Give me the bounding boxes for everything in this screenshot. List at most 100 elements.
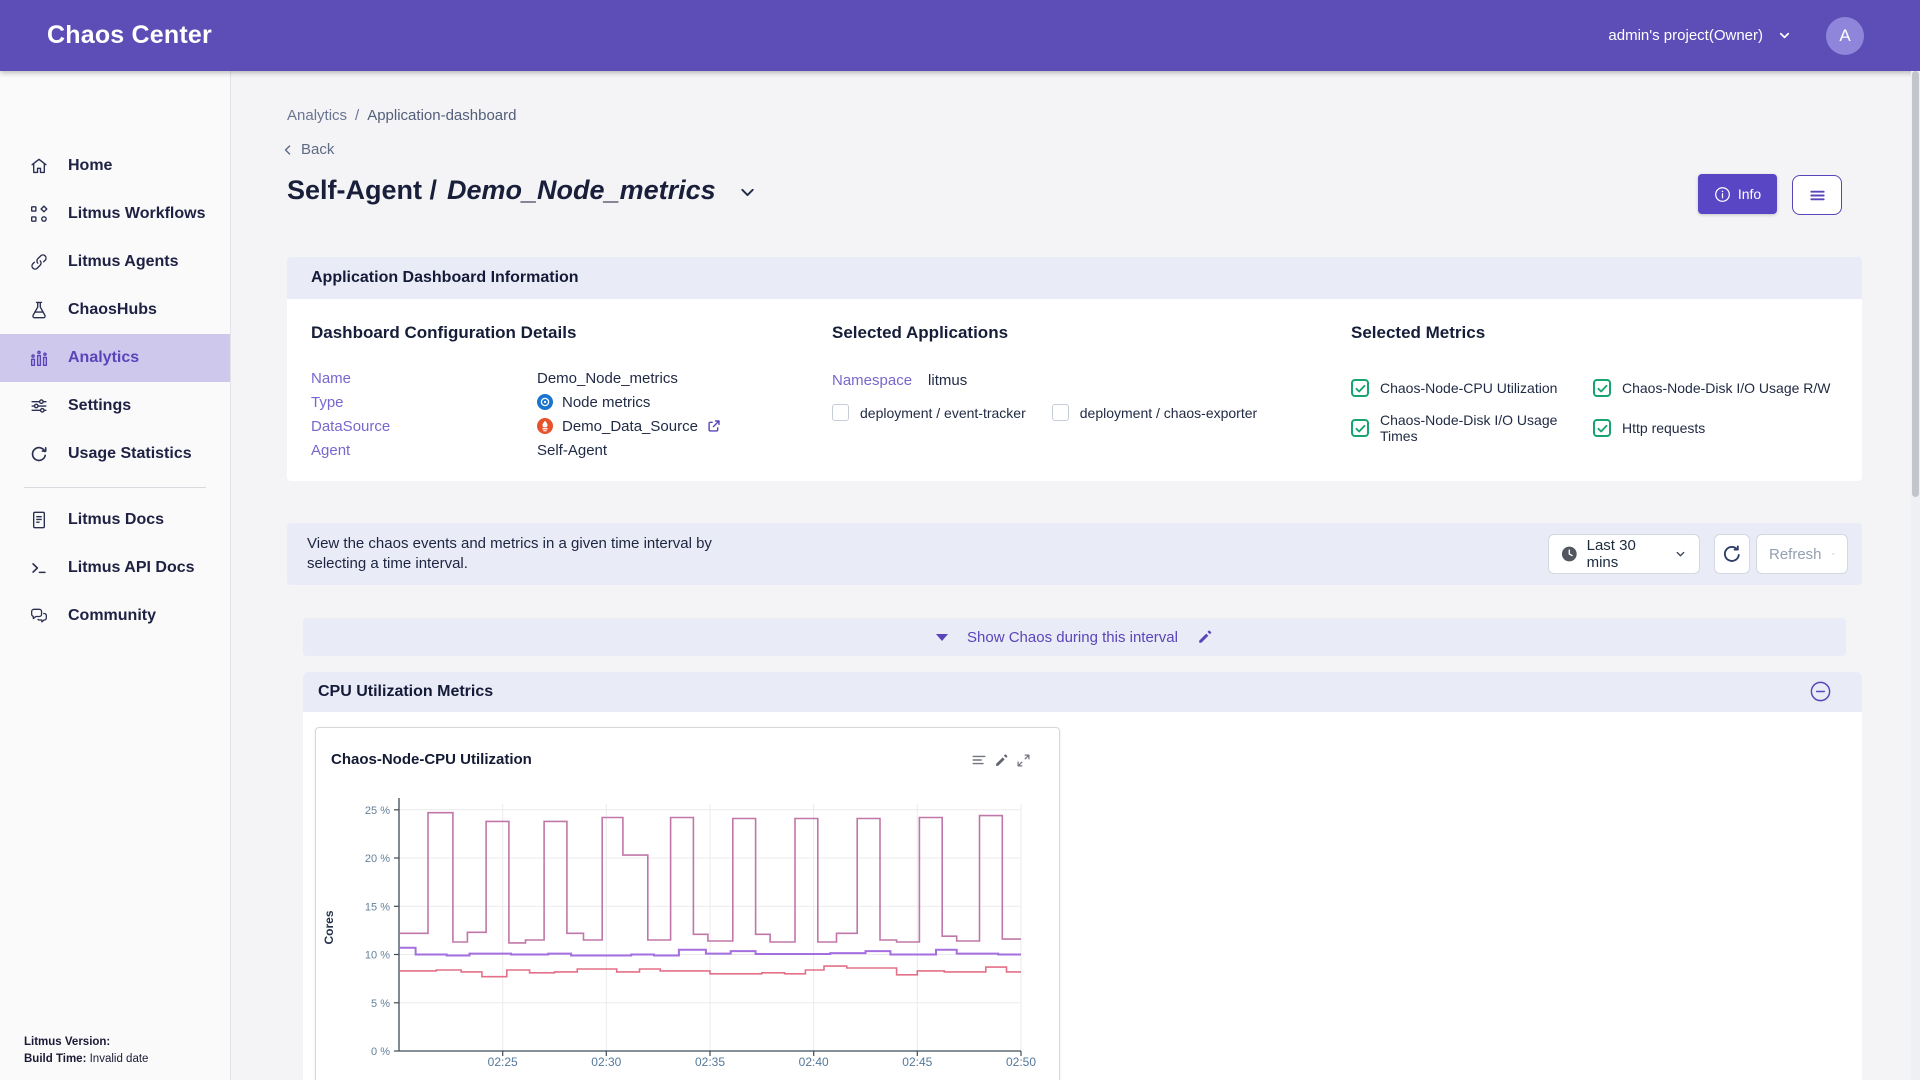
configuration-details-column: Dashboard Configuration Details NameDemo… — [311, 299, 721, 462]
dashboard-info-panel-header: Application Dashboard Information — [287, 257, 1862, 299]
checkbox-item-chaos-node-disk-i-o-usage-r-w[interactable]: Chaos-Node-Disk I/O Usage R/W — [1593, 379, 1831, 397]
checked-checkbox-icon[interactable] — [1351, 379, 1369, 397]
config-row-datasource: DataSource Demo_Data_Source — [311, 414, 721, 438]
scrollbar-thumb[interactable] — [1912, 71, 1919, 497]
checked-checkbox-icon[interactable] — [1593, 419, 1611, 437]
breadcrumb-item-analytics[interactable]: Analytics — [287, 107, 347, 124]
page-title-dashboard: Demo_Node_metrics — [447, 175, 716, 206]
sidebar-item-usage-statistics[interactable]: Usage Statistics — [0, 430, 230, 478]
config-value-text: Self-Agent — [537, 442, 607, 459]
refresh-select[interactable]: Refresh — [1756, 534, 1848, 574]
svg-text:02:45: 02:45 — [902, 1055, 932, 1069]
collapse-section-icon[interactable] — [1809, 680, 1832, 703]
time-range-value: Last 30 mins — [1587, 537, 1665, 571]
sidebar-item-community[interactable]: Community — [0, 592, 230, 640]
checkbox-item-deployment-event-tracker[interactable]: deployment / event-tracker — [832, 404, 1026, 421]
sidebar-item-settings[interactable]: Settings — [0, 382, 230, 430]
checkbox-item-deployment-chaos-exporter[interactable]: deployment / chaos-exporter — [1052, 404, 1257, 421]
sidebar-divider — [24, 487, 206, 488]
checkbox-label: Chaos-Node-CPU Utilization — [1380, 380, 1557, 396]
back-link[interactable]: Back — [281, 141, 334, 158]
cpu-utilization-chart: 0 %5 %10 %15 %20 %25 %02:2502:3002:3502:… — [316, 770, 1061, 1080]
config-value-text: Demo_Data_Source — [562, 418, 698, 435]
project-chevron-down-icon[interactable] — [1777, 28, 1792, 43]
svg-text:20 %: 20 % — [365, 853, 390, 865]
checked-checkbox-icon[interactable] — [1351, 419, 1369, 437]
sidebar-item-label: Community — [68, 607, 156, 625]
checkbox-label: Chaos-Node-Disk I/O Usage Times — [1380, 412, 1593, 444]
selected-applications-column: Selected Applications Namespace litmus d… — [832, 299, 1257, 421]
sidebar-item-litmus-docs[interactable]: Litmus Docs — [0, 496, 230, 544]
config-label: Type — [311, 394, 537, 411]
menu-button[interactable] — [1792, 175, 1842, 215]
agents-icon — [28, 251, 50, 273]
chart-expand-icon[interactable] — [1016, 753, 1031, 768]
breadcrumb-separator: / — [355, 107, 359, 124]
info-button[interactable]: Info — [1698, 174, 1777, 214]
chart-options-icon[interactable] — [971, 752, 987, 768]
cpu-metrics-section: CPU Utilization Metrics Chaos-Node-CPU U… — [303, 672, 1862, 1080]
svg-text:02:40: 02:40 — [799, 1055, 829, 1069]
sidebar-nav-primary: HomeLitmus Workflows Litmus Agents ChaosHu… — [0, 142, 230, 478]
checked-checkbox-icon[interactable] — [1593, 379, 1611, 397]
project-selector[interactable]: admin's project(Owner) — [1608, 27, 1763, 44]
config-label: DataSource — [311, 418, 537, 435]
chaos-toggle-label: Show Chaos during this interval — [967, 629, 1178, 646]
chart-canvas: 0 %5 %10 %15 %20 %25 %02:2502:3002:3502:… — [316, 770, 1061, 1080]
namespace-value: litmus — [928, 372, 967, 389]
sidebar-item-label: ChaosHubs — [68, 301, 157, 319]
avatar[interactable]: A — [1826, 17, 1864, 55]
unchecked-checkbox-icon[interactable] — [1052, 404, 1069, 421]
refresh-icon-button[interactable] — [1714, 534, 1750, 574]
sidebar-item-home[interactable]: Home — [0, 142, 230, 190]
dashboard-info-panel: Application Dashboard Information Dashbo… — [287, 257, 1862, 481]
checkbox-item-chaos-node-cpu-utilization[interactable]: Chaos-Node-CPU Utilization — [1351, 379, 1593, 397]
svg-text:02:30: 02:30 — [591, 1055, 621, 1069]
interval-bar: View the chaos events and metrics in a g… — [287, 523, 1862, 585]
svg-text:15 %: 15 % — [365, 901, 390, 913]
time-range-select[interactable]: Last 30 mins — [1548, 534, 1700, 574]
dashboard-switcher-chevron-icon[interactable] — [738, 183, 757, 202]
app-logo: Chaos Center — [47, 21, 212, 50]
cpu-metrics-section-body: Chaos-Node-CPU Utilization — [303, 712, 1862, 1080]
chart-card: Chaos-Node-CPU Utilization — [315, 727, 1060, 1080]
chart-title: Chaos-Node-CPU Utilization — [331, 751, 532, 768]
config-value: Self-Agent — [537, 442, 721, 459]
svg-text:02:25: 02:25 — [488, 1055, 518, 1069]
svg-text:10 %: 10 % — [365, 950, 390, 962]
svg-text:02:35: 02:35 — [695, 1055, 725, 1069]
sidebar-item-label: Litmus Agents — [68, 253, 179, 271]
config-label: Name — [311, 370, 537, 387]
version-label: Litmus Version: — [24, 1036, 110, 1048]
breadcrumb-item-application-dashboard[interactable]: Application-dashboard — [367, 107, 516, 124]
checkbox-item-chaos-node-disk-i-o-usage-times[interactable]: Chaos-Node-Disk I/O Usage Times — [1351, 412, 1593, 444]
config-value: Demo_Node_metrics — [537, 370, 721, 387]
interval-description: View the chaos events and metrics in a g… — [307, 534, 757, 575]
vertical-scrollbar[interactable] — [1911, 71, 1920, 1080]
sidebar-item-litmus-workflows[interactable]: Litmus Workflows — [0, 190, 230, 238]
checkbox-label: deployment / event-tracker — [860, 405, 1026, 421]
analytics-icon — [28, 347, 50, 369]
chart-edit-icon[interactable] — [994, 753, 1009, 768]
external-link-icon[interactable] — [707, 419, 721, 433]
info-button-label: Info — [1738, 186, 1761, 202]
refresh-select-value: Refresh — [1769, 546, 1822, 563]
sidebar-item-analytics[interactable]: Analytics — [0, 334, 230, 382]
info-icon — [1714, 186, 1731, 203]
sidebar-item-litmus-api-docs[interactable]: Litmus API Docs — [0, 544, 230, 592]
time-range-chevron-icon — [1674, 547, 1687, 561]
sidebar-item-chaoshubs[interactable]: ChaosHubs — [0, 286, 230, 334]
chaos-toggle-bar[interactable]: Show Chaos during this interval — [303, 618, 1846, 656]
checkbox-item-http-requests[interactable]: Http requests — [1593, 412, 1831, 444]
svg-text:25 %: 25 % — [365, 805, 390, 817]
dashboard-info-panel-body: Dashboard Configuration Details NameDemo… — [287, 299, 1862, 481]
sidebar-item-label: Litmus Docs — [68, 511, 164, 529]
api-docs-icon — [28, 557, 50, 579]
selected-applications-title: Selected Applications — [832, 323, 1257, 343]
unchecked-checkbox-icon[interactable] — [832, 404, 849, 421]
usage-statistics-icon — [28, 443, 50, 465]
config-value-text: Demo_Node_metrics — [537, 370, 678, 387]
svg-text:5 %: 5 % — [371, 998, 390, 1010]
sidebar-item-litmus-agents[interactable]: Litmus Agents — [0, 238, 230, 286]
app-header: Chaos Center admin's project(Owner) A — [0, 0, 1920, 71]
